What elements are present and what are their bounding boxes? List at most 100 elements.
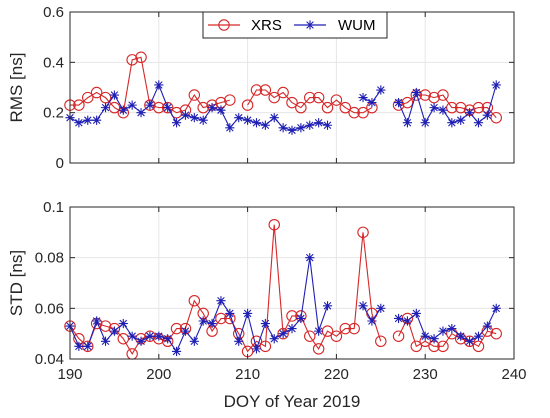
data-point-wum: [189, 336, 199, 346]
data-point-xrs: [286, 96, 298, 109]
legend: XRS WUM: [202, 11, 388, 39]
data-point-xrs: [437, 89, 449, 101]
data-point-wum: [83, 341, 93, 351]
data-point-xrs: [490, 327, 502, 340]
data-point-wum: [260, 120, 270, 130]
data-point-xrs: [99, 320, 112, 332]
data-point-wum: [154, 331, 164, 341]
data-point-xrs: [82, 91, 94, 104]
data-point-xrs: [454, 101, 467, 114]
data-point-wum: [402, 118, 413, 128]
data-point-xrs: [277, 327, 289, 340]
data-point-wum: [154, 80, 164, 90]
data-point-wum: [145, 331, 155, 341]
data-point-xrs: [339, 322, 352, 335]
y-tick-label: 0.2: [43, 105, 64, 122]
data-point-xrs: [117, 332, 130, 345]
data-point-wum: [322, 301, 333, 311]
data-point-wum: [358, 92, 368, 103]
data-point-xrs: [304, 91, 316, 104]
series-wum: [65, 253, 501, 356]
data-point-wum: [411, 87, 421, 98]
data-point-wum: [287, 324, 297, 334]
data-point-xrs: [463, 335, 476, 348]
data-point-xrs: [375, 335, 387, 348]
data-point-xrs: [472, 101, 485, 114]
data-point-xrs: [126, 54, 138, 66]
data-point-xrs: [410, 340, 423, 353]
data-point-xrs: [312, 91, 325, 104]
data-point-wum: [411, 308, 421, 318]
data-point-wum: [163, 103, 173, 113]
data-point-wum: [92, 316, 102, 326]
y-tick-label: 0.06: [35, 300, 64, 317]
data-point-wum: [447, 118, 457, 128]
data-point-xrs: [215, 312, 227, 325]
legend-xrs-marker: [218, 19, 230, 31]
data-point-xrs: [472, 340, 485, 353]
data-point-wum: [127, 331, 137, 341]
data-point-xrs: [304, 330, 316, 342]
data-point-xrs: [268, 218, 280, 231]
data-point-wum: [429, 334, 439, 344]
data-point-wum: [438, 105, 448, 115]
data-point-wum: [145, 100, 155, 110]
y-axis-label: RMS [ns]: [7, 53, 26, 123]
data-point-wum: [109, 326, 119, 336]
data-point-wum: [207, 318, 217, 329]
data-point-wum: [100, 336, 111, 346]
y-tick-label: 0.1: [43, 199, 64, 216]
data-point-wum: [251, 118, 262, 128]
data-point-wum: [376, 85, 386, 95]
axes-box: [69, 206, 515, 360]
y-tick-label: 0.6: [43, 4, 64, 21]
data-point-xrs: [268, 91, 280, 104]
data-point-wum: [269, 113, 279, 123]
data-point-wum: [287, 125, 297, 135]
data-point-xrs: [419, 89, 431, 101]
data-point-wum: [305, 253, 315, 263]
data-point-xrs: [330, 330, 343, 342]
data-point-wum: [118, 105, 128, 115]
data-point-wum: [100, 103, 111, 113]
data-point-wum: [367, 98, 377, 108]
data-point-wum: [251, 344, 262, 354]
data-point-xrs: [348, 322, 360, 335]
data-point-wum: [171, 118, 182, 128]
data-point-wum: [491, 303, 501, 313]
data-point-xrs: [277, 86, 289, 99]
data-point-xrs: [188, 89, 201, 101]
data-point-wum: [74, 341, 84, 351]
data-point-xrs: [259, 340, 272, 353]
data-point-wum: [269, 334, 279, 344]
data-point-wum: [180, 110, 191, 120]
data-point-xrs: [357, 106, 369, 119]
data-point-xrs: [392, 330, 405, 342]
data-point-wum: [473, 331, 484, 341]
data-point-wum: [482, 321, 492, 331]
legend-wum-marker: [305, 20, 315, 30]
legend-wum-label: WUM: [338, 17, 376, 34]
data-point-wum: [296, 123, 306, 133]
data-point-xrs: [188, 294, 201, 307]
x-tick-label: 200: [146, 366, 171, 383]
data-point-wum: [118, 318, 128, 329]
x-tick-label: 240: [501, 366, 526, 383]
data-point-wum: [83, 115, 93, 125]
legend-xrs-circle-marker: [218, 19, 230, 31]
data-point-wum: [456, 115, 466, 125]
data-point-xrs: [259, 84, 272, 96]
data-point-wum: [314, 326, 324, 336]
data-point-wum: [243, 308, 253, 318]
data-point-xrs: [286, 310, 298, 322]
data-point-wum: [216, 296, 226, 306]
data-point-wum: [322, 120, 333, 130]
x-axis-label: DOY of Year 2019: [224, 392, 361, 411]
data-point-wum: [171, 346, 182, 356]
data-point-wum: [74, 118, 84, 128]
data-point-wum: [420, 331, 430, 341]
data-point-wum: [243, 115, 253, 125]
data-point-wum: [234, 336, 244, 346]
y-tick-label: 0: [56, 155, 64, 172]
